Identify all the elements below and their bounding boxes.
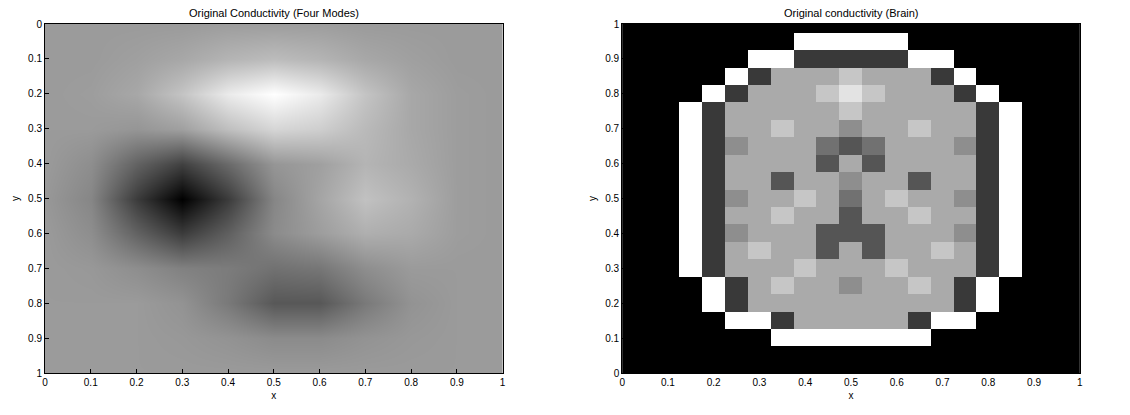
svg-text:0: 0 — [36, 19, 42, 30]
svg-text:0.5: 0.5 — [605, 193, 619, 204]
svg-text:1: 1 — [614, 19, 620, 30]
svg-text:0.5: 0.5 — [28, 193, 42, 204]
svg-text:0.1: 0.1 — [28, 53, 42, 64]
svg-text:0.7: 0.7 — [605, 123, 619, 134]
svg-text:0.3: 0.3 — [605, 263, 619, 274]
svg-text:0.2: 0.2 — [707, 377, 721, 388]
svg-text:0.7: 0.7 — [358, 377, 372, 388]
svg-text:0.8: 0.8 — [404, 377, 418, 388]
svg-text:0: 0 — [42, 377, 48, 388]
svg-text:0.3: 0.3 — [753, 377, 767, 388]
svg-text:1: 1 — [500, 377, 506, 388]
svg-text:0.1: 0.1 — [661, 377, 675, 388]
svg-text:0.3: 0.3 — [175, 377, 189, 388]
svg-text:0.6: 0.6 — [890, 377, 904, 388]
svg-text:0.4: 0.4 — [28, 158, 42, 169]
svg-text:0.1: 0.1 — [84, 377, 98, 388]
svg-text:Original conductivity (Brain): Original conductivity (Brain) — [784, 7, 919, 19]
svg-text:0.7: 0.7 — [936, 377, 950, 388]
svg-text:0.8: 0.8 — [981, 377, 995, 388]
svg-text:0.2: 0.2 — [605, 298, 619, 309]
svg-text:1: 1 — [1077, 377, 1083, 388]
svg-text:y: y — [587, 196, 598, 201]
svg-text:0: 0 — [614, 368, 620, 379]
svg-text:0.4: 0.4 — [605, 228, 619, 239]
svg-text:0.9: 0.9 — [1027, 377, 1041, 388]
svg-text:0.3: 0.3 — [28, 123, 42, 134]
svg-text:y: y — [10, 196, 21, 201]
svg-text:0.4: 0.4 — [221, 377, 235, 388]
svg-text:Original Conductivity (Four Mo: Original Conductivity (Four Modes) — [189, 7, 359, 19]
svg-text:0.1: 0.1 — [605, 333, 619, 344]
svg-text:0.6: 0.6 — [605, 158, 619, 169]
svg-text:x: x — [849, 390, 854, 401]
svg-text:0.5: 0.5 — [267, 377, 281, 388]
svg-text:0.2: 0.2 — [130, 377, 144, 388]
svg-text:0.5: 0.5 — [844, 377, 858, 388]
svg-text:0.8: 0.8 — [605, 88, 619, 99]
svg-text:0.7: 0.7 — [28, 263, 42, 274]
svg-text:1: 1 — [36, 368, 42, 379]
svg-text:0: 0 — [619, 377, 625, 388]
svg-text:0.9: 0.9 — [28, 333, 42, 344]
svg-text:0.8: 0.8 — [28, 298, 42, 309]
svg-text:0.9: 0.9 — [605, 53, 619, 64]
svg-text:0.4: 0.4 — [798, 377, 812, 388]
svg-text:0.2: 0.2 — [28, 88, 42, 99]
svg-text:0.6: 0.6 — [313, 377, 327, 388]
svg-text:0.6: 0.6 — [28, 228, 42, 239]
svg-text:x: x — [271, 390, 276, 401]
svg-text:0.9: 0.9 — [450, 377, 464, 388]
